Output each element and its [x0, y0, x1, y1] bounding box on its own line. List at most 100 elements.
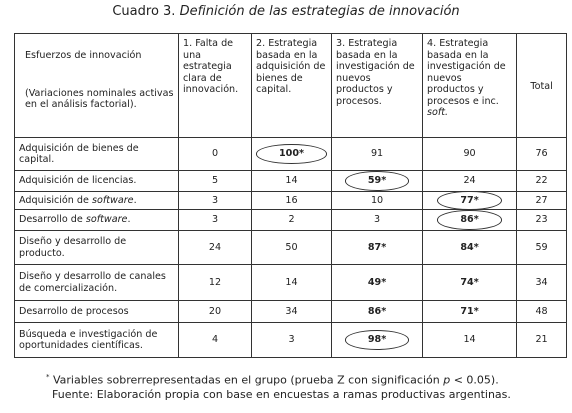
cell-value: 3: [211, 214, 219, 226]
cell: 16: [250, 191, 333, 210]
cell-value: 5: [211, 175, 219, 187]
text-segment: Desarrollo de procesos: [19, 305, 129, 317]
cell: 87*: [331, 230, 424, 265]
note: * Variables sobrerrepresentadas en el gr…: [46, 370, 511, 388]
text-segment: 4. Estrategia basada en la investigación…: [427, 38, 506, 107]
cell: 10: [331, 191, 424, 210]
row-label: Adquisición de licencias.: [14, 170, 179, 192]
cell: 12: [178, 264, 252, 301]
cell-value: 49*: [367, 276, 387, 288]
cell-value: 22: [535, 175, 548, 187]
cell-value: 3: [211, 194, 219, 206]
header-cell: Total: [516, 33, 568, 138]
cell-value: 14: [463, 334, 476, 346]
cell-value: 16: [285, 194, 298, 206]
cell: 3: [331, 209, 424, 231]
cell: 34: [516, 264, 568, 301]
cell: 77*: [422, 190, 518, 211]
header-cell: 3. Estrategia basada en la investigación…: [331, 33, 424, 138]
cell: 76: [516, 137, 568, 171]
text-segment: Adquisición de: [19, 194, 92, 206]
cell-value: 77*: [437, 190, 502, 211]
cell-value: 71*: [460, 305, 479, 317]
note: Fuente: Elaboración propia con base en e…: [46, 388, 511, 402]
cell-value: 48: [535, 305, 548, 317]
cell: 59*: [331, 170, 424, 192]
cell: 22: [516, 170, 568, 192]
cell: 14: [250, 170, 333, 192]
cell: 2: [250, 209, 333, 231]
row-label: Adquisición de bienes de capital.: [14, 137, 179, 171]
text-segment: 2. Estrategia basada en la adquisición d…: [256, 38, 326, 95]
text-segment: .: [133, 194, 137, 206]
cell: 34: [250, 300, 333, 323]
row-label: Búsqueda e investigación de oportunidade…: [14, 322, 179, 358]
cell-value: 14: [285, 175, 298, 187]
header-cell: Esfuerzos de innovación (Variaciones nomi…: [14, 33, 179, 138]
cell: 74*: [422, 264, 518, 301]
text-segment: Fuente: Elaboración propia con base en e…: [52, 387, 511, 401]
cell-value: 76: [535, 148, 548, 160]
cell: 24: [178, 230, 252, 265]
text-segment: Desarrollo de: [19, 214, 86, 226]
cell: 14: [422, 322, 518, 358]
cell-value: 2: [288, 214, 295, 226]
cell-value: 91: [370, 148, 384, 160]
cell-value: 87*: [367, 241, 387, 253]
cell: 23: [516, 209, 568, 231]
cell: 91: [331, 137, 424, 171]
text-segment: software: [85, 214, 128, 226]
cell-value: 74*: [460, 276, 479, 288]
text-segment: Diseño y desarrollo de canales de comerc…: [19, 271, 166, 294]
notes: * Variables sobrerrepresentadas en el gr…: [46, 370, 511, 402]
table: Esfuerzos de innovación (Variaciones nomi…: [14, 33, 568, 358]
cell: 24: [422, 170, 518, 192]
cell: 5: [178, 170, 252, 192]
table-row: Adquisición de bienes de capital. 0 100* 91…: [14, 137, 568, 171]
cell: 59: [516, 230, 568, 265]
cell-value: 34: [535, 276, 548, 288]
cell-value: 50: [285, 241, 298, 253]
title-label: Cuadro 3.: [112, 4, 176, 19]
table-row: Adquisición de licencias. 5 14 59* 24 22: [14, 170, 568, 192]
cell-value: 59: [535, 241, 548, 253]
cell: 49*: [331, 264, 424, 301]
cell-value: 86*: [367, 305, 387, 317]
cell: 21: [516, 322, 568, 358]
cell-value: 4: [211, 334, 219, 346]
header-cell: 2. Estrategia basada en la adquisición d…: [250, 33, 333, 138]
cell-value: 98*: [344, 330, 410, 350]
header-row: Esfuerzos de innovación (Variaciones nomi…: [14, 33, 568, 138]
text-segment: 1. Falta de una estrategia clara de inno…: [183, 38, 239, 95]
cell-value: 34: [285, 305, 298, 317]
row-label: Diseño y desarrollo de canales de comerc…: [14, 264, 179, 301]
cell: 48: [516, 300, 568, 323]
cell-value: 23: [535, 214, 548, 226]
text-segment: Adquisición de bienes de capital.: [19, 142, 139, 166]
text-segment: software: [91, 194, 134, 206]
header-cell: 4. Estrategia basada en la investigación…: [422, 33, 518, 138]
cell: 4: [178, 322, 252, 358]
cell: 3: [250, 322, 333, 358]
cell: 98*: [331, 322, 424, 358]
cell: 27: [516, 191, 568, 210]
table-title: Cuadro 3. Definición de las estrategias …: [0, 4, 572, 19]
row-label: Desarrollo de procesos: [14, 300, 179, 323]
cell-value: 84*: [460, 241, 479, 253]
cell-value: 100*: [256, 144, 328, 164]
cell-value: 59*: [344, 171, 410, 191]
table-row: Diseño y desarrollo de canales de comerc…: [14, 264, 568, 301]
text-segment: *: [46, 373, 50, 381]
text-segment: Variables sobrerrepresentadas en el grup…: [49, 373, 444, 387]
table-row: Búsqueda e investigación de oportunidade…: [14, 322, 568, 358]
text-segment: soft.: [427, 107, 449, 118]
cell: 0: [178, 137, 252, 171]
table-row: Desarrollo de software. 3 2 3 86* 23: [14, 209, 568, 231]
cell-value: 10: [370, 194, 384, 206]
text-segment: Diseño y desarrollo de producto.: [19, 236, 127, 259]
header-text: (Variaciones nominales activas en el aná…: [25, 87, 174, 111]
table-body: Esfuerzos de innovación (Variaciones nomi…: [14, 33, 568, 358]
text-segment: Búsqueda e investigación de oportunidade…: [19, 328, 158, 352]
